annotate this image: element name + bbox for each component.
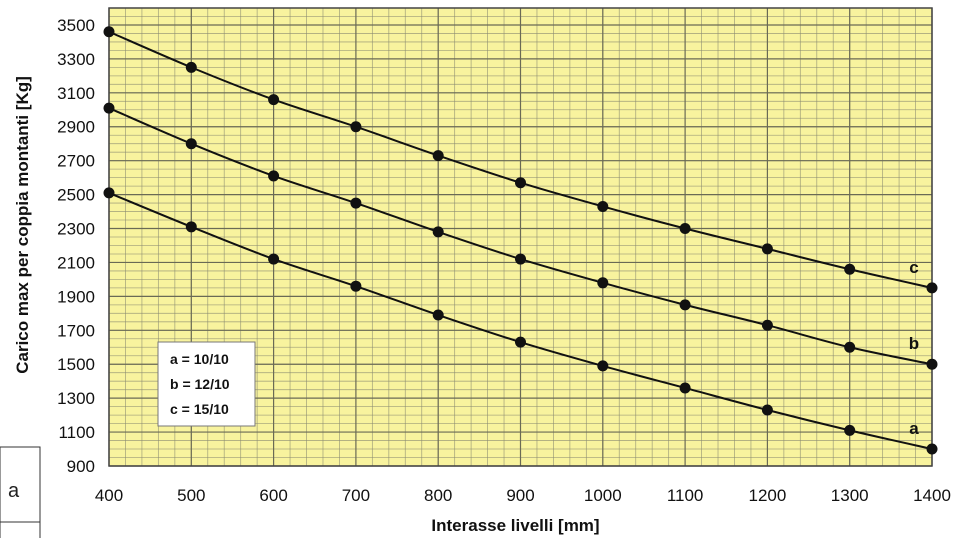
y-tick-label: 2900	[57, 118, 95, 137]
data-point-a	[679, 382, 691, 394]
y-axis-title: Carico max per coppia montanti [Kg]	[13, 76, 32, 374]
data-point-c	[185, 61, 197, 73]
y-tick-label: 3100	[57, 84, 95, 103]
data-point-c	[844, 263, 856, 275]
data-point-c	[679, 223, 691, 235]
data-point-a	[268, 253, 280, 265]
data-point-b	[350, 197, 362, 209]
y-tick-label: 1300	[57, 389, 95, 408]
data-point-b	[432, 226, 444, 238]
y-tick-label: 2100	[57, 253, 95, 272]
data-point-c	[926, 282, 938, 294]
series-label-a: a	[909, 419, 919, 438]
data-point-b	[597, 277, 609, 289]
y-tick-label: 3300	[57, 50, 95, 69]
data-point-c	[432, 150, 444, 162]
legend-entry-b: b = 12/10	[170, 376, 230, 392]
y-tick-label: 1500	[57, 355, 95, 374]
y-tick-label: 2300	[57, 220, 95, 239]
x-tick-label: 700	[342, 486, 370, 505]
legend-entry-a: a = 10/10	[170, 351, 229, 367]
x-tick-label: 1200	[748, 486, 786, 505]
y-tick-label: 2500	[57, 186, 95, 205]
x-axis-title: Interasse livelli [mm]	[431, 516, 599, 535]
data-point-b	[103, 102, 115, 114]
side-box: a	[0, 446, 41, 543]
data-point-c	[350, 121, 362, 133]
data-point-a	[515, 336, 526, 348]
x-tick-label: 800	[424, 486, 452, 505]
data-point-c	[515, 177, 526, 189]
data-point-c	[268, 94, 280, 106]
data-point-a	[926, 443, 938, 455]
series-label-b: b	[909, 334, 919, 353]
data-point-a	[432, 309, 444, 321]
data-point-a	[103, 187, 115, 199]
data-point-a	[761, 404, 773, 416]
y-tick-label: 1700	[57, 321, 95, 340]
x-tick-label: 1100	[667, 486, 704, 505]
data-point-a	[844, 424, 856, 436]
y-tick-label: 3500	[57, 16, 95, 35]
side-box-lower	[0, 521, 41, 543]
x-axis-ticks: 400 500 600 700 800 900 1000 1100 1200 1300 1400	[95, 486, 951, 505]
legend-entry-c: c = 15/10	[170, 401, 229, 417]
data-point-a	[597, 360, 609, 372]
x-tick-label: 1000	[584, 486, 622, 505]
series-label-c: c	[909, 258, 918, 277]
x-tick-label: 500	[177, 486, 205, 505]
data-point-b	[268, 170, 280, 182]
x-tick-label: 900	[506, 486, 534, 505]
data-point-a	[350, 280, 362, 292]
side-box-upper	[0, 446, 41, 523]
legend: a = 10/10 b = 12/10 c = 15/10	[157, 341, 256, 427]
y-axis-ticks: 900 1100 1300 1500 1700 1900 2100 2300 2500 2700 2…	[57, 16, 95, 476]
data-point-b	[761, 319, 773, 331]
x-tick-label: 1400	[913, 486, 951, 505]
y-tick-label: 2700	[57, 152, 95, 171]
legend-box	[157, 341, 256, 427]
series-points	[103, 26, 938, 455]
series-labels: a b c	[909, 258, 919, 438]
y-tick-label: 1100	[58, 423, 95, 442]
x-tick-label: 1300	[831, 486, 869, 505]
data-point-a	[185, 221, 197, 233]
data-point-c	[761, 243, 773, 255]
data-point-b	[515, 253, 526, 265]
data-point-b	[185, 138, 197, 150]
data-point-b	[844, 341, 856, 353]
x-tick-label: 400	[95, 486, 123, 505]
y-tick-label: 900	[67, 457, 95, 476]
y-tick-label: 1900	[57, 287, 95, 306]
x-tick-label: 600	[259, 486, 287, 505]
data-point-b	[679, 299, 691, 311]
plot-frame	[108, 7, 933, 467]
data-point-b	[926, 358, 938, 370]
data-point-c	[597, 200, 609, 212]
data-point-c	[103, 26, 115, 38]
side-box-label: a	[8, 480, 20, 502]
